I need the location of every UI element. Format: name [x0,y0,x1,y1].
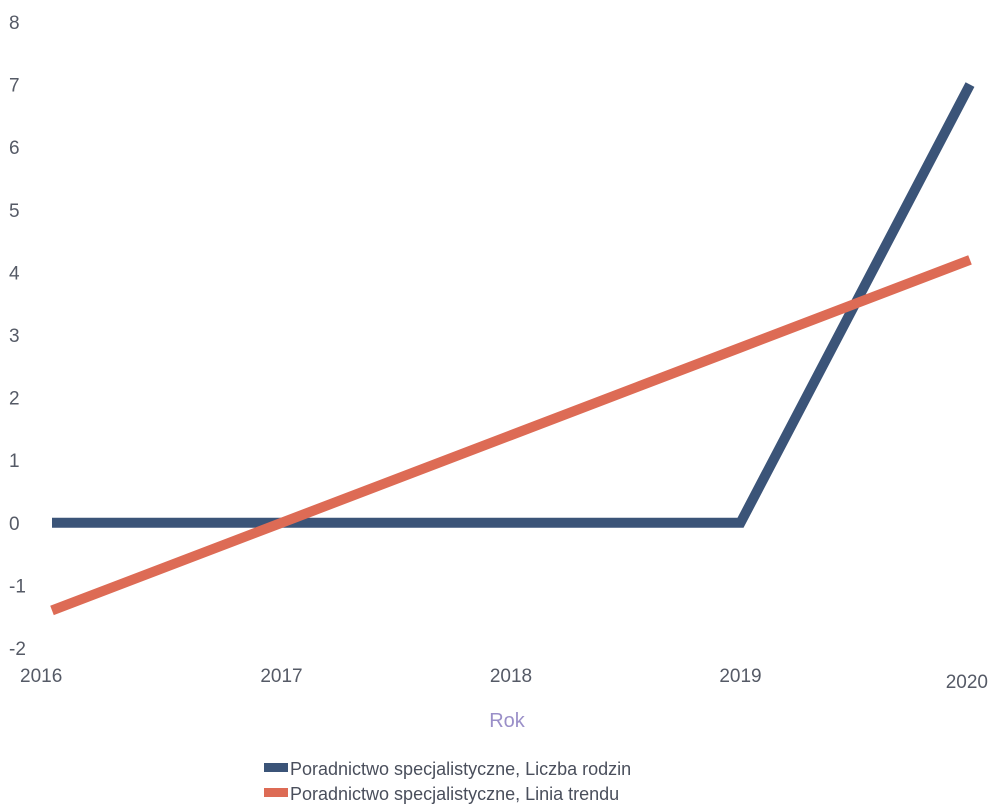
y-tick-label: 0 [9,514,20,535]
x-tick-label: 2016 [20,666,62,687]
legend-label: Poradnictwo specjalistyczne, Linia trend… [290,784,619,804]
y-tick-label: 7 [9,76,20,97]
legend-item: Poradnictwo specjalistyczne, Liczba rodz… [264,759,631,779]
y-tick-label: 3 [9,326,20,347]
legend-swatch [264,763,288,772]
y-tick-label: 2 [9,389,20,410]
y-tick-label: -2 [9,639,26,660]
x-tick-label: 2017 [260,666,302,687]
x-axis-title: Rok [489,710,526,732]
y-tick-label: 8 [9,13,20,34]
y-tick-label: 4 [9,263,20,284]
legend-swatch [264,788,288,797]
y-tick-label: -1 [9,576,26,597]
legend-item: Poradnictwo specjalistyczne, Linia trend… [264,784,619,804]
y-axis-ticks: 8 7 6 5 4 3 2 1 0 -1 -2 [9,13,26,660]
x-tick-label: 2018 [490,666,532,687]
y-tick-label: 5 [9,201,20,222]
x-tick-label: 2020 [946,672,988,693]
series-line-1 [52,82,975,528]
y-tick-label: 6 [9,138,20,159]
series-lines [50,82,975,616]
x-tick-label: 2019 [719,666,761,687]
y-tick-label: 1 [9,451,20,472]
legend-label: Poradnictwo specjalistyczne, Liczba rodz… [290,759,631,779]
legend: Poradnictwo specjalistyczne, Liczba rodz… [264,759,631,804]
x-axis-ticks: 2016 2017 2018 2019 2020 [20,666,988,693]
